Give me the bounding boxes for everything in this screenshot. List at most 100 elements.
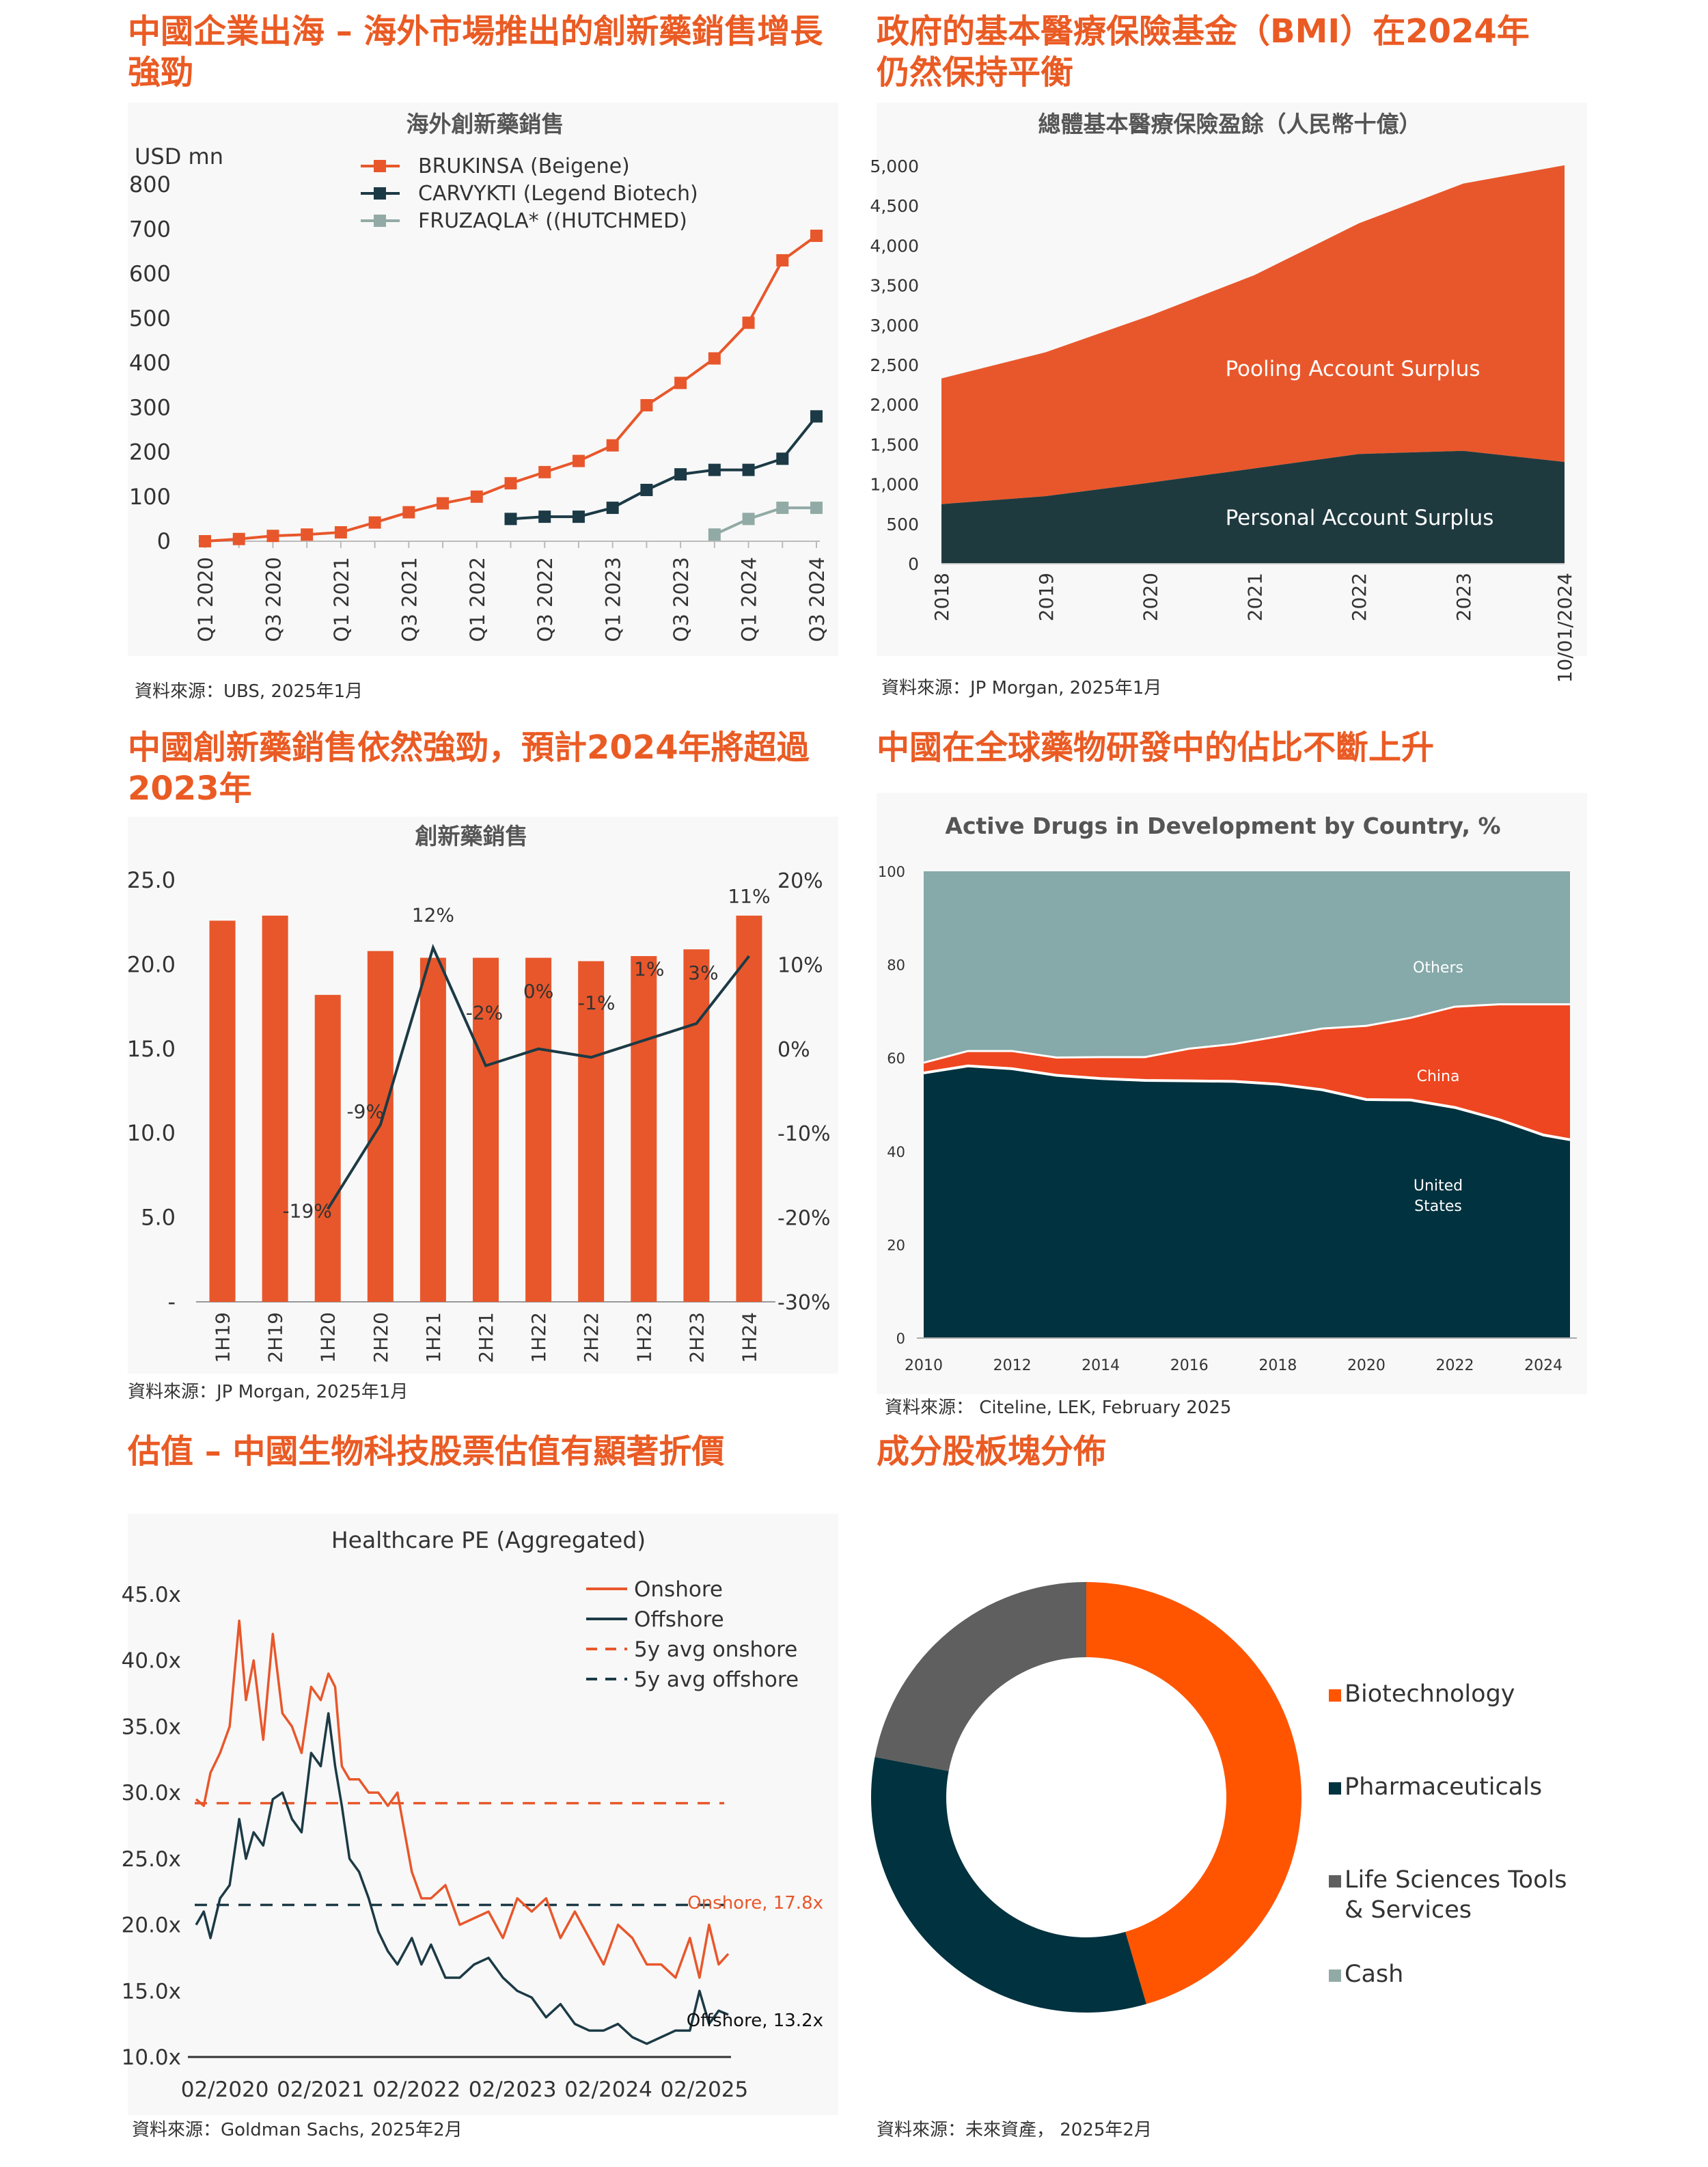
legend-label: Biotechnology [1345, 1680, 1515, 1708]
active-drugs-plot: 0 20 40 60 80 100 2010 2012 2014 2016 2018 2020 2022… [878, 864, 1577, 1374]
chart-title: Active Drugs in Development by Country, … [945, 813, 1500, 839]
x-tick-label: 1H19 [212, 1312, 234, 1363]
x-tick-label: 02/2024 [564, 2077, 652, 2102]
bar [631, 956, 657, 1302]
y-tick-label: 5.0 [141, 1205, 176, 1231]
legend-label: BRUKINSA (Beigene) [418, 154, 630, 178]
x-tick-label: 1H24 [738, 1312, 760, 1363]
data-point [810, 502, 823, 515]
data-point [334, 526, 347, 539]
data-point [538, 510, 551, 523]
china-area [924, 1004, 1570, 1140]
data-label: -9% [347, 1100, 385, 1123]
x-tick-label: Q3 2024 [805, 557, 829, 642]
legend-label-line2: & Services [1345, 1896, 1472, 1924]
data-point [742, 513, 755, 526]
data-point [742, 463, 755, 476]
legend-swatch [1329, 1875, 1341, 1887]
us-label-line2: States [1414, 1198, 1462, 1215]
others-label: Others [1413, 959, 1463, 977]
bar [578, 961, 605, 1302]
y-tick-label: 10.0 [127, 1120, 176, 1146]
data-point [437, 497, 450, 510]
bar [736, 915, 762, 1302]
healthcare-pe-plot: 10.0x 15.0x 20.0x 25.0x 30.0x 35.0x 40.0x 45.0x… [122, 1577, 823, 2102]
panel-healthcare-pe: 估值 – 中國生物科技股票估值有顯著折價 Healthcare PE (Aggr… [122, 1432, 838, 2140]
legend-swatch [1329, 1689, 1341, 1702]
y-tick-label: 60 [887, 1050, 905, 1067]
data-point [776, 254, 789, 267]
y-tick-label: 1,500 [870, 435, 919, 454]
y-tick-label: 20 [887, 1237, 905, 1253]
legend-label: FRUZAQLA* ((HUTCHMED) [418, 209, 687, 233]
donut-slice [870, 1756, 1146, 2013]
chart-title: Healthcare PE (Aggregated) [331, 1527, 646, 1553]
united-states-area [924, 1065, 1570, 1338]
legend-marker [374, 215, 386, 227]
china-others-boundary [923, 1003, 1570, 1064]
y-tick-label: 20.0x [122, 1913, 181, 1938]
data-point [538, 465, 551, 478]
data-point [742, 316, 755, 329]
x-tick-label: 2H19 [264, 1312, 287, 1363]
x-tick-label: 1H21 [422, 1312, 445, 1363]
y-tick-label: 100 [878, 864, 905, 880]
y2-tick-label: 10% [777, 953, 823, 977]
y-tick-label: 4,000 [870, 236, 919, 256]
x-tick-label: Q1 2024 [738, 557, 761, 642]
pe-series-line [195, 1619, 730, 1979]
y-tick-label: 30.0x [122, 1781, 181, 1805]
panel-innovative-drug-sales: 中國創新藥銷售依然強勁，預計2024年將超過 2023年 創新藥銷售 - 5.0 1… [127, 728, 838, 1402]
x-tick-label: 2019 [1035, 573, 1058, 621]
y-tick-label: 200 [129, 439, 171, 465]
x-tick-label: 02/2025 [660, 2077, 748, 2102]
chart-background [128, 1514, 838, 2115]
x-tick-label: Q3 2022 [534, 557, 557, 642]
y-tick-label: 1,000 [870, 475, 919, 495]
y-tick-label: 40 [887, 1144, 905, 1160]
data-point [776, 502, 789, 515]
y-tick-label: 300 [129, 394, 171, 420]
bar [314, 994, 341, 1302]
bar [262, 915, 288, 1302]
y2-tick-label: 20% [777, 869, 823, 893]
y-tick-label: 0 [157, 528, 171, 554]
panel-overseas-sales: 中國企業出海 – 海外市場推出的創新藥銷售增長 強勁 海外創新藥銷售 USD m… [128, 12, 838, 702]
data-point [708, 463, 721, 476]
source-note: 資料來源：未來資產， 2025年2月 [877, 2120, 1152, 2140]
y-tick-label: 400 [129, 350, 171, 376]
y-tick-label: 35.0x [122, 1715, 181, 1739]
x-tick-label: 2020 [1140, 573, 1162, 621]
x-tick-label: 2H22 [580, 1312, 603, 1363]
x-tick-label: 2021 [1243, 573, 1266, 621]
x-tick-label: 2H21 [475, 1312, 497, 1363]
data-point [470, 490, 483, 503]
data-point [504, 477, 517, 490]
personal-account-label: Personal Account Surplus [1226, 506, 1494, 530]
y-tick-label: 2,500 [870, 355, 919, 375]
panel-title: 估值 – 中國生物科技股票估值有顯著折價 [127, 1432, 724, 1471]
x-tick-label: Q3 2023 [670, 557, 693, 642]
bar [683, 949, 710, 1302]
y-tick-label: 700 [129, 216, 171, 242]
data-point [640, 398, 653, 411]
data-label: 11% [728, 885, 770, 908]
donut-slice [1086, 1582, 1301, 2004]
data-point [572, 510, 585, 523]
y-tick-label: 25.0x [122, 1847, 181, 1872]
panel-title-line2: 2023年 [128, 769, 252, 808]
x-tick-label: Q1 2022 [466, 557, 489, 642]
x-tick-label: 02/2020 [181, 2077, 269, 2102]
pooling-account-label: Pooling Account Surplus [1225, 357, 1480, 381]
x-tick-label: Q1 2021 [330, 557, 353, 642]
data-point [606, 439, 619, 452]
data-label: 3% [688, 962, 718, 984]
data-point [776, 452, 789, 465]
y-tick-label: 0 [896, 1331, 905, 1347]
y-tick-label: 20.0 [127, 951, 176, 977]
y2-tick-label: 0% [777, 1038, 810, 1062]
legend-marker [374, 187, 386, 200]
y2-tick-label: -30% [777, 1291, 831, 1315]
china-label: China [1417, 1068, 1460, 1085]
